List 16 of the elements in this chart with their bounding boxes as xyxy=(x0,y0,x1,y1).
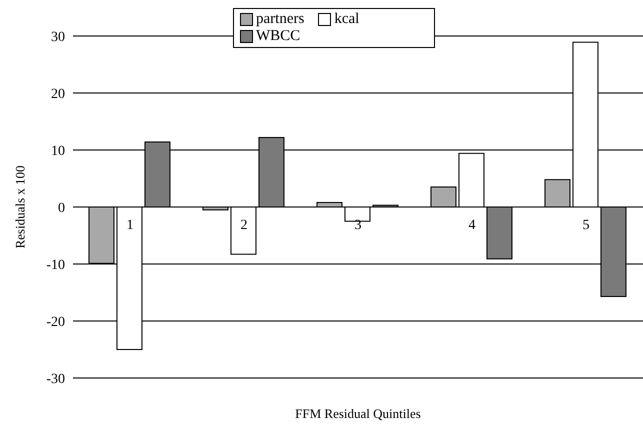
y-axis-title: Residuals x 100 xyxy=(12,165,28,249)
x-axis-title: FFM Residual Quintiles xyxy=(295,406,421,421)
x-tick-label: 2 xyxy=(240,218,248,233)
y-tick-label: 20 xyxy=(51,86,65,102)
y-tick-label: -30 xyxy=(46,372,65,387)
y-tick-label: -20 xyxy=(46,314,65,330)
legend-label: partners xyxy=(255,11,304,28)
y-tick-label: 10 xyxy=(51,144,65,159)
x-tick-label: 1 xyxy=(126,218,134,233)
y-tick-label: -10 xyxy=(46,258,65,273)
y-tick-label: 30 xyxy=(51,30,65,45)
y-tick-label: 0 xyxy=(58,200,65,216)
legend-label: WBCC xyxy=(255,28,300,45)
x-tick-label: 4 xyxy=(468,218,476,233)
x-tick-label: 5 xyxy=(582,218,590,233)
legend-label: kcal xyxy=(333,11,360,28)
